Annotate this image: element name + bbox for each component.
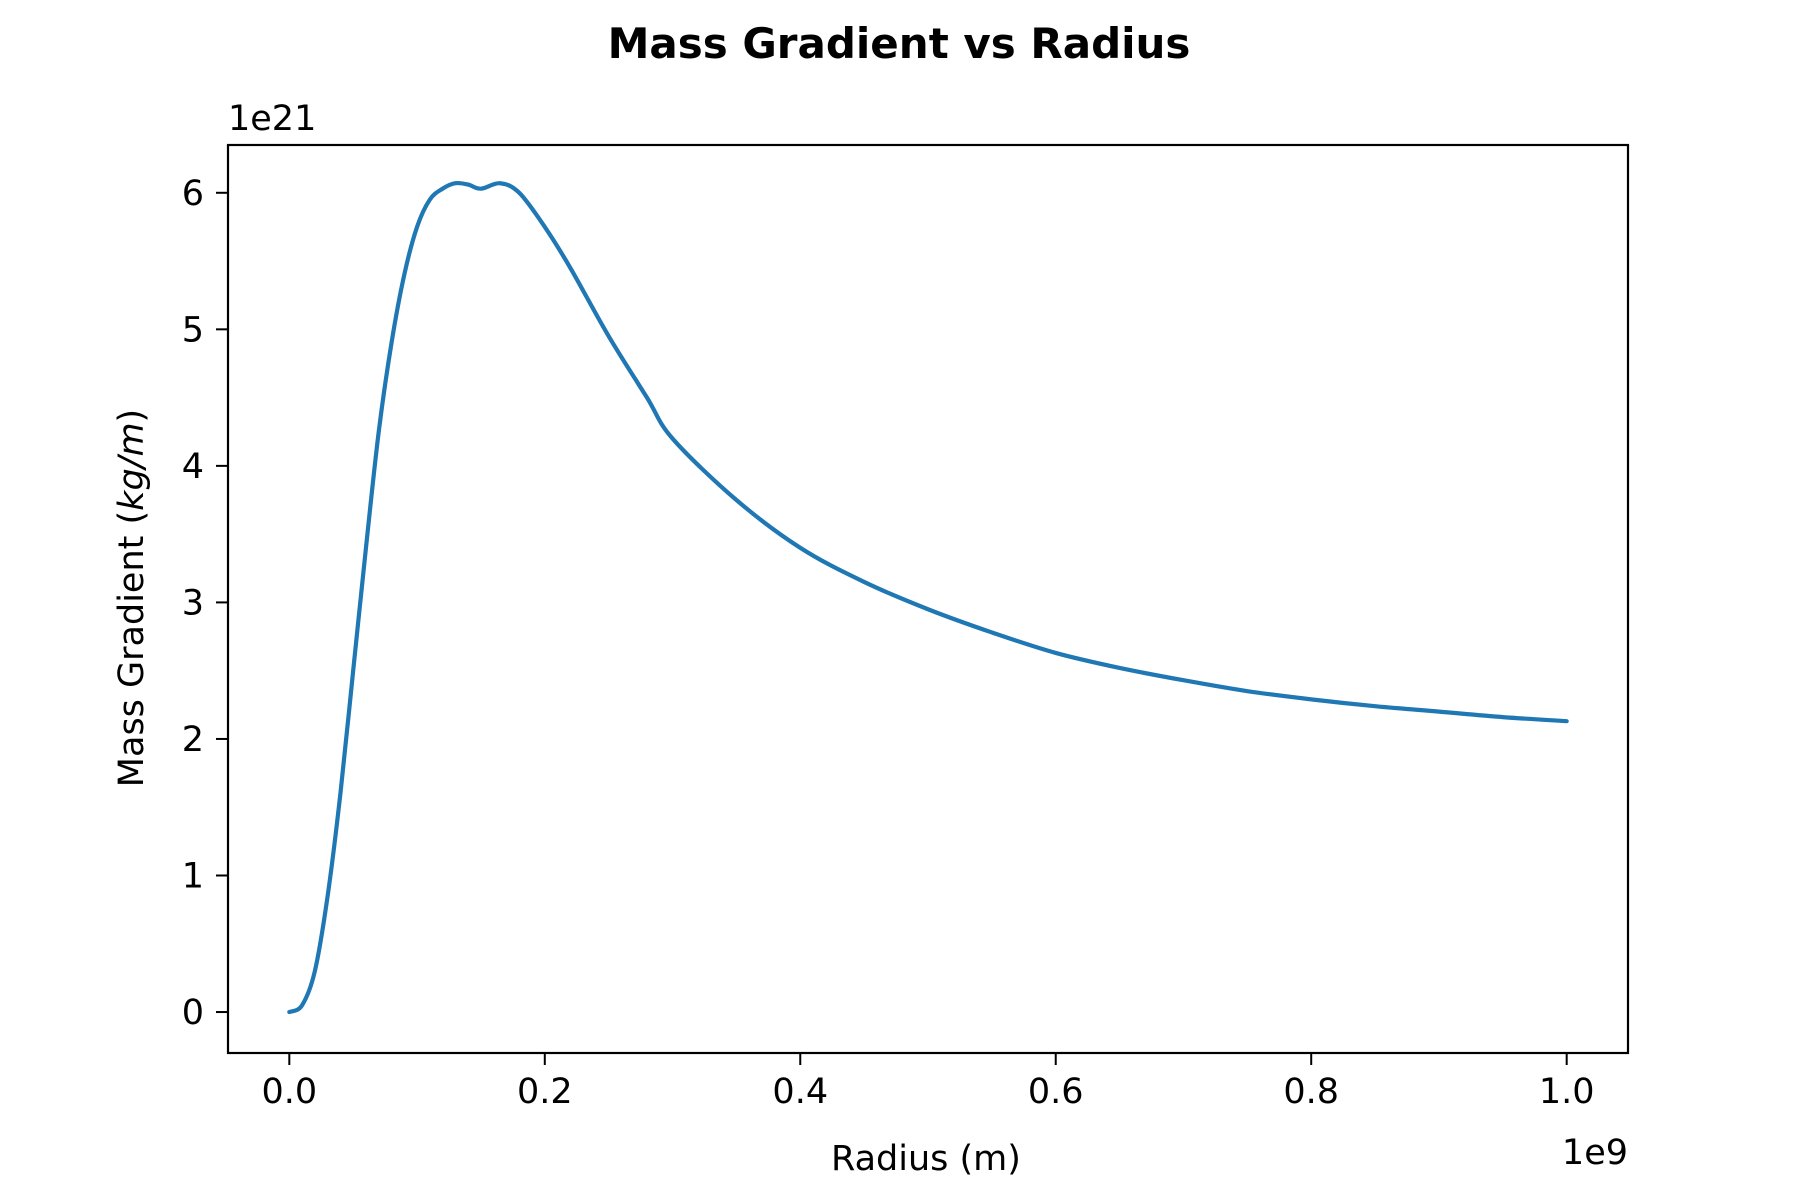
y-axis-label-close: ): [112, 409, 152, 423]
y-tick-label: 2: [182, 720, 204, 760]
line-layer: [287, 180, 1569, 1015]
y-axis-label-unit: kg/m: [112, 422, 152, 510]
x-axis-label: Radius (m): [831, 1139, 1021, 1179]
y-tick-label: 3: [182, 583, 204, 623]
y-axis-label-main: Mass Gradient (: [112, 511, 152, 787]
y-axis-label: Mass Gradient (kg/m): [112, 409, 152, 787]
x-tick-label: 0.2: [517, 1072, 573, 1112]
x-tick-label: 1.0: [1539, 1072, 1595, 1112]
y-tick-label: 5: [182, 310, 204, 350]
x-offset-label: 1e9: [1562, 1133, 1628, 1173]
x-tick-label: 0.8: [1283, 1072, 1339, 1112]
series-line: [287, 180, 1569, 1015]
y-axis: 0 1 2 3 4 5 6: [182, 174, 228, 1033]
plot-frame: [226, 143, 1630, 1055]
y-tick-label: 0: [182, 993, 204, 1033]
plot-area: [226, 143, 1630, 1055]
y-tick-label: 1: [182, 856, 204, 896]
chart-title: Mass Gradient vs Radius: [608, 19, 1191, 68]
x-tick-label: 0.6: [1028, 1072, 1084, 1112]
x-tick-label: 0.4: [772, 1072, 828, 1112]
y-tick-label: 4: [182, 447, 204, 487]
y-tick-label: 6: [182, 174, 204, 214]
y-offset-label: 1e21: [228, 99, 316, 139]
x-axis: 0.0 0.2 0.4 0.6 0.8 1.0: [261, 1053, 1595, 1112]
x-tick-label: 0.0: [261, 1072, 317, 1112]
